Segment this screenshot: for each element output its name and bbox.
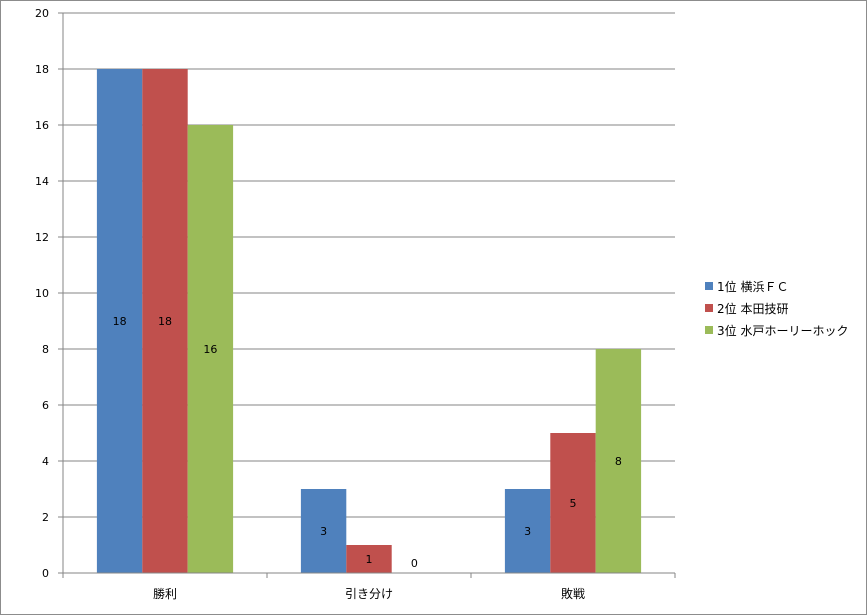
bar <box>187 125 234 573</box>
data-label: 3 <box>524 525 531 538</box>
y-tick-label: 0 <box>42 567 49 580</box>
data-label: 5 <box>570 497 577 510</box>
y-tick-label: 2 <box>42 511 49 524</box>
legend-swatch <box>705 304 713 312</box>
y-tick-label: 16 <box>35 119 49 132</box>
bars <box>96 69 642 573</box>
y-tick-label: 6 <box>42 399 49 412</box>
data-label: 1 <box>366 553 373 566</box>
y-tick-label: 14 <box>35 175 49 188</box>
y-tick-label: 20 <box>35 7 49 20</box>
legend-label: 1位 横浜ＦＣ <box>717 279 789 294</box>
data-label: 16 <box>203 343 217 356</box>
legend: 1位 横浜ＦＣ 2位 本田技研 3位 水戸ホーリーホック <box>705 275 848 341</box>
bar <box>504 489 551 573</box>
data-label: 8 <box>615 455 622 468</box>
x-category-label: 敗戦 <box>561 586 585 601</box>
legend-swatch <box>705 326 713 334</box>
bar <box>142 69 188 573</box>
data-label: 18 <box>113 315 127 328</box>
bar <box>300 489 347 573</box>
legend-item: 2位 本田技研 <box>705 297 848 319</box>
axes <box>58 12 676 578</box>
y-tick-label: 4 <box>42 455 49 468</box>
x-category-label: 引き分け <box>345 587 393 601</box>
legend-item: 1位 横浜ＦＣ <box>705 275 848 297</box>
bar <box>346 545 392 573</box>
legend-item: 3位 水戸ホーリーホック <box>705 319 848 341</box>
bar <box>550 433 596 573</box>
data-label: 18 <box>158 315 172 328</box>
y-tick-label: 12 <box>35 231 49 244</box>
data-label: 3 <box>320 525 327 538</box>
data-label: 0 <box>411 557 418 570</box>
y-tick-label: 10 <box>35 287 49 300</box>
legend-label: 2位 本田技研 <box>717 301 789 316</box>
bar <box>96 69 143 573</box>
legend-label: 3位 水戸ホーリーホック <box>717 323 849 338</box>
y-tick-label: 8 <box>42 343 49 356</box>
legend-swatch <box>705 282 713 290</box>
x-category-label: 勝利 <box>153 586 177 601</box>
bar <box>595 349 642 573</box>
y-tick-label: 18 <box>35 63 49 76</box>
